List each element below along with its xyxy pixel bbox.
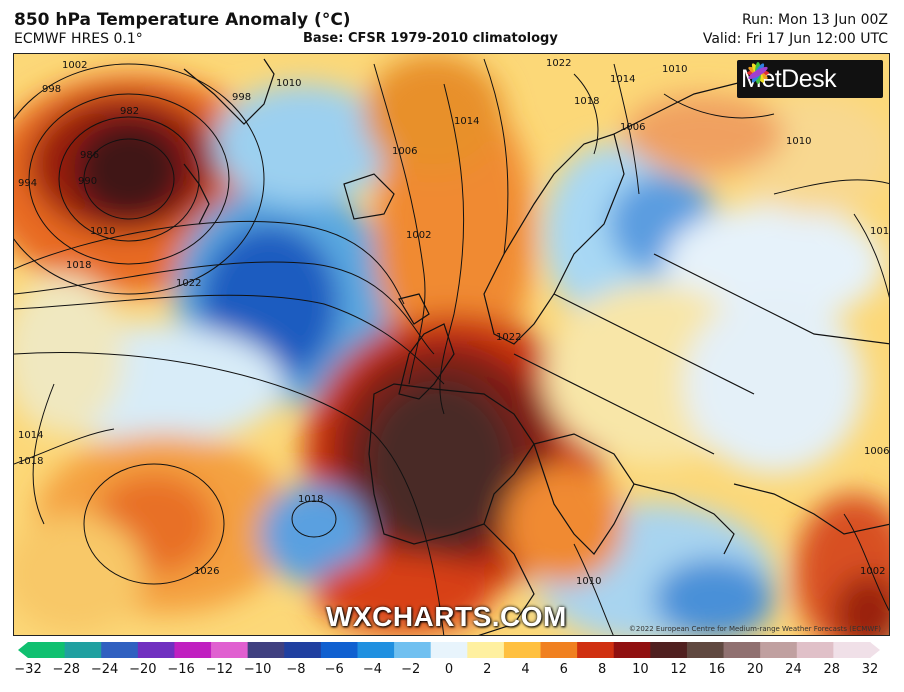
colorbar-tick-label: −8	[286, 662, 306, 677]
anomaly-map: 1002 998 982 986 990 994 1010 1018 1022 …	[13, 53, 890, 636]
colorbar-segment	[357, 642, 395, 658]
coastlines	[183, 58, 889, 635]
colorbar-left-arrow	[18, 642, 28, 658]
isobar-label: 1018	[298, 494, 323, 505]
isobar-label: 1010	[576, 576, 601, 587]
climatology-base: Base: CFSR 1979-2010 climatology	[303, 31, 558, 46]
colorbar-tick-label: −2	[401, 662, 421, 677]
isobar-label: 1002	[62, 60, 87, 71]
colorbar-tick-label: 12	[670, 662, 687, 677]
colorbar-tick-label: −10	[243, 662, 272, 677]
isobar-label: 1022	[496, 332, 521, 343]
colorbar-tick-label: −28	[52, 662, 80, 677]
metdesk-burst-icon	[747, 62, 769, 84]
colorbar-tick-label: 24	[785, 662, 802, 677]
isobar-label: 1010	[90, 226, 115, 237]
colorbar-segment	[394, 642, 432, 658]
isobar-label: 986	[80, 150, 99, 161]
colorbar-tick-label: −32	[14, 662, 42, 677]
colorbar-segment	[211, 642, 249, 658]
colorbar-segment	[723, 642, 761, 658]
isobar-label: 1018	[66, 260, 91, 271]
colorbar-segment	[137, 642, 176, 658]
isobar-label: 990	[78, 176, 97, 187]
map-title: 850 hPa Temperature Anomaly (°C)	[14, 10, 351, 30]
metdesk-logo: MetDesk	[737, 60, 883, 98]
colorbar-segment	[686, 642, 725, 658]
isobar-label: 1006	[864, 446, 889, 457]
colorbar-tick-label: −20	[129, 662, 157, 677]
copyright-notice: ©2022 European Centre for Medium-range W…	[628, 625, 881, 633]
isobar-label: 1010	[786, 136, 811, 147]
model-name: ECMWF HRES 0.1°	[14, 31, 143, 47]
isobar-label: 1018	[18, 456, 43, 467]
colorbar-tick-label: 2	[483, 662, 492, 677]
colorbar-segment	[247, 642, 285, 658]
colorbar-segment	[540, 642, 578, 658]
colorbar-tick-label: 16	[708, 662, 726, 677]
colorbar-ticks: −32 −28 −24 −20 −16 −12 −10 −8 −6 −4 −2 0 2 4 6 8 10 12 16…	[0, 662, 904, 682]
isobar-label: 1014	[870, 226, 890, 237]
colorbar-tick-label: 32	[861, 662, 879, 677]
colorbar-right-arrow	[870, 642, 880, 658]
isobar-label: 1014	[610, 74, 635, 85]
colorbar-tick-label: 6	[559, 662, 568, 677]
isobar-label: 1026	[194, 566, 219, 577]
colorbar	[18, 642, 880, 658]
colorbar-segment	[174, 642, 212, 658]
colorbar-segment	[760, 642, 798, 658]
colorbar-segment	[28, 642, 66, 658]
colorbar-tick-label: −12	[205, 662, 234, 677]
run-time: Run: Mon 13 Jun 00Z	[742, 12, 888, 28]
colorbar-tick-label: −24	[90, 662, 119, 677]
isobar-label-group: 1002 998 982 986 990 994 1010 1018 1022 …	[18, 58, 890, 587]
isobar-label: 1010	[662, 64, 687, 75]
colorbar-segment	[503, 642, 542, 658]
isobar-label: 1002	[860, 566, 885, 577]
isobars	[14, 58, 889, 635]
colorbar-segment	[320, 642, 359, 658]
colorbar-segment	[64, 642, 102, 658]
isobar-label: 1002	[406, 230, 431, 241]
colorbar-segment	[467, 642, 505, 658]
isobar-label: 994	[18, 178, 37, 189]
isobar-label: 982	[120, 106, 139, 117]
isobar-label: 1014	[18, 430, 43, 441]
isobar-label: 998	[42, 84, 61, 95]
isobar-label: 1022	[176, 278, 201, 289]
colorbar-segment	[650, 642, 688, 658]
colorbar-tick-label: −16	[167, 662, 195, 677]
watermark: WXCHARTS.COM	[326, 601, 567, 632]
colorbar-tick-label: 20	[746, 662, 764, 677]
map-canvas: 1002 998 982 986 990 994 1010 1018 1022 …	[14, 54, 890, 635]
isobar-label: 1014	[454, 116, 479, 127]
colorbar-segment	[577, 642, 615, 658]
isobar-label: 998	[232, 92, 251, 103]
colorbar-tick-label: −6	[324, 662, 344, 677]
isobar-label: 1006	[392, 146, 417, 157]
isobar-label: 1010	[276, 78, 301, 89]
colorbar-tick-label: 8	[597, 662, 607, 677]
colorbar-segment	[613, 642, 651, 658]
colorbar-tick-label: 28	[823, 662, 840, 677]
colorbar-tick-label: −4	[362, 662, 383, 677]
anomaly-field	[14, 54, 889, 635]
colorbar-tick-label: 0	[444, 662, 454, 677]
isobar-label: 1006	[620, 122, 645, 133]
valid-time: Valid: Fri 17 Jun 12:00 UTC	[702, 31, 888, 47]
colorbar-segment	[796, 642, 834, 658]
colorbar-tick-label: 10	[632, 662, 649, 677]
colorbar-segment	[430, 642, 468, 658]
colorbar-tick-label: 4	[521, 662, 530, 677]
colorbar-segment	[101, 642, 139, 658]
isobar-label: 1018	[574, 96, 599, 107]
isobar-label: 1022	[546, 58, 571, 69]
colorbar-segment	[833, 642, 871, 658]
colorbar-segment	[284, 642, 322, 658]
